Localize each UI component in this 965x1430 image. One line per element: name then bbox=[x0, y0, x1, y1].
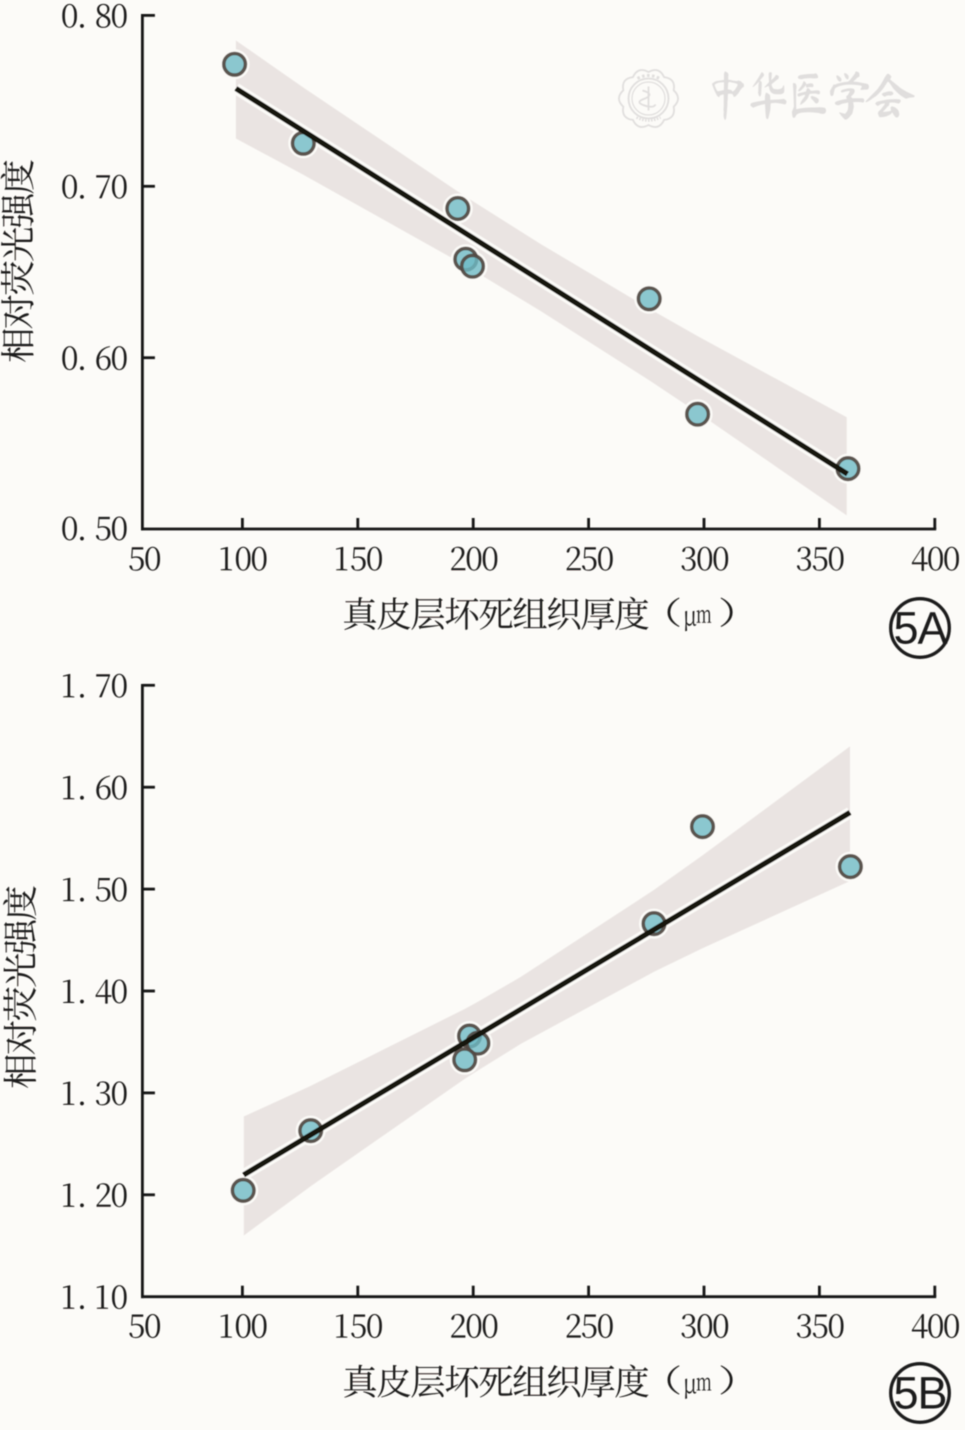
svg-text:5B: 5B bbox=[893, 1368, 946, 1419]
svg-text:5A: 5A bbox=[893, 603, 947, 654]
